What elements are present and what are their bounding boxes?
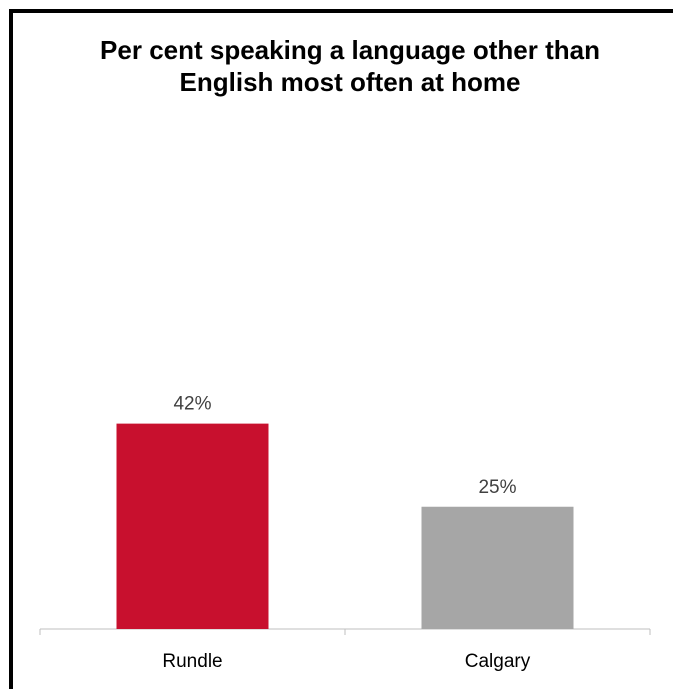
data-label-calgary: 25% [478,477,516,498]
category-label-calgary: Calgary [465,651,531,672]
bar-rundle [116,423,269,629]
bar-calgary [421,506,574,629]
chart-frame [9,9,673,689]
chart-title: Per cent speaking a language other than … [100,35,600,97]
data-label-rundle: 42% [173,394,211,415]
category-label-rundle: Rundle [162,651,222,672]
